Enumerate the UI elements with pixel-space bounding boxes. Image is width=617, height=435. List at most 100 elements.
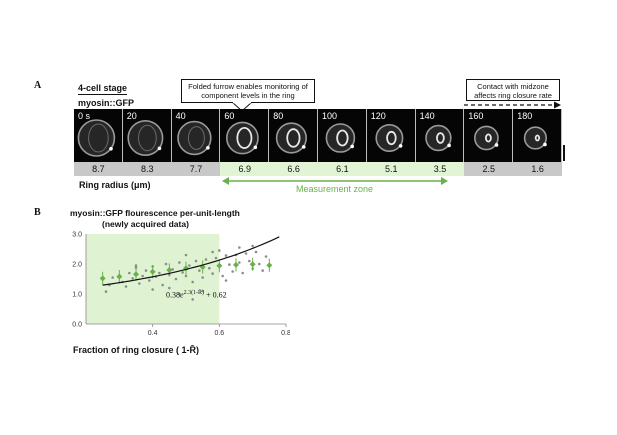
ring-radius-label: Ring radius (μm) — [79, 180, 151, 190]
micrograph-frame: 120 — [367, 109, 416, 162]
frame-time-label: 0 s — [78, 111, 91, 121]
data-point — [224, 254, 228, 257]
scale-bar — [563, 145, 565, 161]
data-point — [264, 255, 268, 258]
data-point — [254, 250, 258, 254]
radius-value: 5.1 — [366, 162, 416, 176]
y-tick-label: 3.0 — [72, 232, 82, 239]
data-point — [131, 277, 134, 280]
data-point — [141, 274, 144, 278]
callout-folded-line1: Folded furrow enables monitoring of — [188, 82, 308, 91]
scatter-chart: 0.0 1.0 2.0 3.0 0.4 0.6 0.8 — [72, 232, 290, 338]
radius-value: 6.9 — [220, 162, 270, 176]
frame-time-label: 120 — [370, 111, 386, 121]
measurement-zone-label: Measurement zone — [296, 184, 374, 194]
data-point — [238, 246, 241, 249]
data-point — [258, 262, 261, 266]
data-point — [228, 263, 231, 266]
radius-value: 8.7 — [74, 162, 123, 176]
data-point — [174, 277, 178, 281]
data-point — [178, 292, 181, 296]
cell-image — [226, 121, 260, 155]
cell-image — [127, 119, 164, 157]
x-tick-label: 0.6 — [214, 330, 224, 337]
mean-marker — [233, 261, 239, 268]
micrograph-frame: 40 — [172, 109, 221, 162]
y-tick-label: 1.0 — [72, 292, 82, 299]
stage-label: 4-cell stage — [78, 83, 128, 95]
data-point — [191, 298, 194, 301]
cell-image — [176, 120, 212, 156]
cell-image — [325, 123, 356, 153]
micrograph-frame: 60 — [220, 109, 270, 162]
chart-xlabel: Fraction of ring closure ( 1-R̄) — [73, 345, 200, 355]
radius-value: 6.1 — [318, 162, 367, 176]
data-point — [181, 271, 184, 274]
frame-time-label: 160 — [468, 111, 484, 121]
data-point — [241, 271, 244, 275]
data-point — [251, 244, 254, 248]
data-point — [158, 271, 161, 275]
micrograph-frame: 20 — [123, 109, 172, 162]
callout-midzone-line1: Contact with midzone — [477, 82, 549, 91]
ring-radius-text: Ring radius (μm) — [79, 180, 151, 190]
callout-folded-furrow: Folded furrow enables monitoring of comp… — [181, 79, 315, 103]
data-point — [134, 266, 138, 269]
data-point — [218, 249, 221, 252]
micrograph-strip: 0 s 20 40 60 80 100 120 140 160 180 — [74, 109, 562, 162]
frame-time-label: 60 — [224, 111, 235, 121]
data-point — [178, 261, 181, 264]
micrograph-frame: 80 — [269, 109, 318, 162]
panel-b-letter: B — [34, 207, 41, 218]
fit-exponent: 2.3(1-R̄) — [183, 290, 205, 296]
fit-offset: + 0.62 — [206, 290, 227, 300]
dashed-arrow — [464, 101, 561, 109]
data-point — [148, 279, 151, 282]
data-point — [221, 274, 224, 278]
fit-equation: 0.38e2.3(1-R̄) + 0.62 — [166, 290, 227, 300]
frame-time-label: 40 — [175, 111, 186, 121]
data-point — [198, 269, 201, 272]
data-point — [244, 252, 248, 255]
fit-coef: 0.38 — [166, 290, 180, 300]
data-point — [128, 271, 131, 275]
data-point — [211, 250, 214, 254]
fit-curve — [102, 236, 280, 286]
micrograph-frame: 180 — [513, 109, 562, 162]
shaded-region — [86, 234, 220, 324]
data-point — [134, 264, 138, 267]
mean-marker — [116, 273, 123, 280]
mean-marker — [166, 267, 173, 273]
radius-row: 8.7 8.3 7.7 6.9 6.6 6.1 5.1 3.5 2.5 1.6 — [74, 162, 562, 176]
data-point — [204, 258, 208, 261]
cell-image — [424, 124, 452, 152]
data-point — [201, 276, 204, 279]
fit-e: e — [180, 290, 184, 300]
data-point — [184, 253, 188, 257]
chart-title-line1: myosin::GFP flourescence per-unit-length — [70, 208, 240, 218]
data-point — [151, 288, 154, 291]
data-point — [168, 286, 171, 290]
mean-marker — [266, 262, 273, 269]
data-point — [188, 264, 191, 267]
frame-time-label: 180 — [517, 111, 533, 121]
mean-marker — [99, 275, 106, 282]
mean-marker — [149, 268, 156, 275]
data-point — [238, 261, 241, 264]
x-tick-label: 0.8 — [281, 330, 290, 337]
data-point — [191, 280, 194, 284]
data-point — [164, 262, 168, 266]
mean-marker — [183, 265, 189, 272]
data-point — [111, 276, 114, 279]
radius-value: 8.3 — [122, 162, 172, 176]
cell-image — [77, 119, 116, 157]
mean-marker — [249, 261, 256, 268]
chart-title-line2: (newly acquired data) — [102, 219, 189, 229]
data-point — [161, 283, 164, 287]
micrograph-frame: 0 s — [74, 109, 123, 162]
cell-image — [474, 125, 500, 151]
radius-value: 2.5 — [464, 162, 514, 176]
data-point — [224, 279, 228, 282]
data-point — [214, 256, 218, 260]
frame-time-label: 100 — [322, 111, 338, 121]
